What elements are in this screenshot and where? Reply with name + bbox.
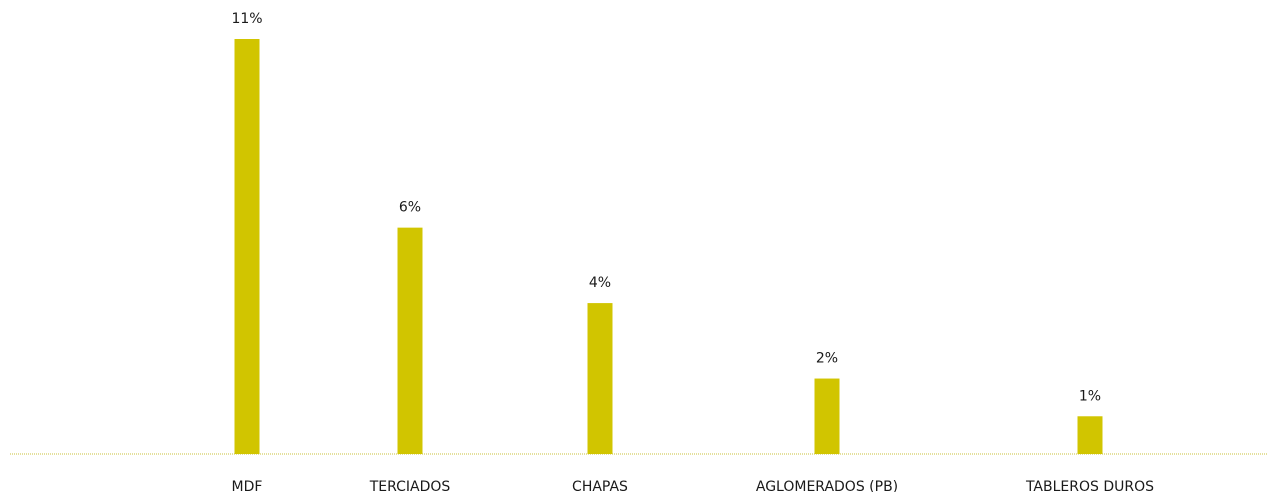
bar-aglomerados-pb — [814, 378, 840, 454]
data-label: 1% — [1079, 388, 1101, 404]
bar-mdf — [234, 39, 260, 454]
data-label: 11% — [231, 11, 262, 27]
data-label: 4% — [589, 275, 611, 291]
x-tick-label: CHAPAS — [572, 479, 628, 492]
bar-terciados — [397, 227, 423, 454]
bar-chapas — [587, 303, 613, 454]
x-tick-label: TERCIADOS — [369, 479, 451, 492]
x-tick-labels-group: MDF TERCIADOS CHAPAS AGLOMERADOS (PB) TABLER… — [232, 479, 1155, 492]
data-label: 6% — [399, 200, 421, 216]
bar-tableros-duros — [1077, 416, 1103, 454]
data-labels-group: 11% 6% 4% 2% 1% — [231, 11, 1101, 404]
x-tick-label: AGLOMERADOS (PB) — [756, 479, 898, 492]
x-tick-label: TABLEROS DUROS — [1025, 479, 1154, 492]
x-tick-label: MDF — [232, 479, 263, 492]
data-label: 2% — [816, 351, 838, 367]
bars-group — [234, 39, 1103, 454]
